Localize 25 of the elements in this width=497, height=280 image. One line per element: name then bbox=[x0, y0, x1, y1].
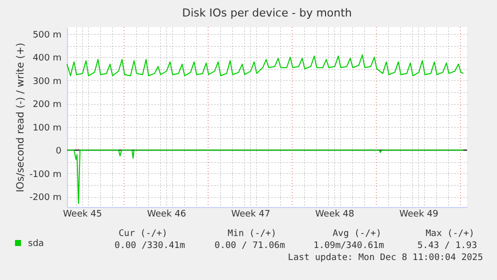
y-axis-title: IOs/second read (-) / write (+) bbox=[15, 42, 26, 192]
x-tick-label: Week 47 bbox=[231, 210, 270, 220]
x-tick-label: Week 46 bbox=[147, 210, 186, 220]
x-tick-label: Week 45 bbox=[63, 210, 102, 220]
text: Max (-/+) bbox=[426, 229, 474, 239]
text: Cur (-/+) bbox=[118, 229, 168, 239]
chart-title: Disk IOs per device - by month bbox=[182, 6, 352, 20]
y-tick-label: 300 m bbox=[32, 76, 62, 87]
y-tick-label: 400 m bbox=[32, 54, 62, 64]
y-tick-label: -100 m bbox=[29, 170, 62, 180]
x-tick-label: Week 49 bbox=[399, 210, 439, 220]
text: Min (-/+) bbox=[228, 229, 276, 239]
text: 5.43 / 1.93 bbox=[417, 241, 477, 251]
y-tick-label: 0 bbox=[56, 146, 62, 157]
x-tick-label: Week 48 bbox=[315, 210, 355, 220]
y-tick-label: 100 m bbox=[32, 123, 62, 134]
text: 1.09m/340.61m bbox=[314, 241, 384, 251]
text: Last update: Mon Dec 8 11:00:04 2025 bbox=[288, 253, 483, 263]
text: 0.00 / 71.06m bbox=[214, 241, 285, 251]
y-tick-label: 200 m bbox=[32, 100, 62, 110]
legend-label: sda bbox=[28, 239, 44, 249]
y-tick-label: -200 m bbox=[29, 193, 62, 204]
y-tick-label: 500 m bbox=[32, 30, 62, 40]
text: Avg (-/+) bbox=[332, 229, 382, 239]
text: 0.00 /330.41m bbox=[114, 241, 185, 251]
